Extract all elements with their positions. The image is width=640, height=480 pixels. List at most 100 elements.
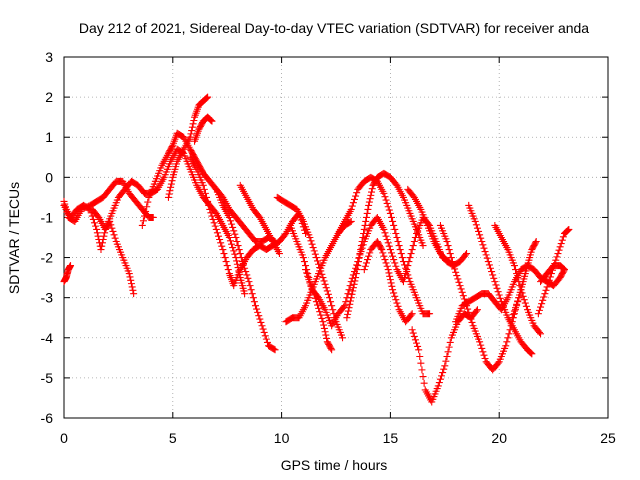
plus-marker xyxy=(477,234,485,242)
plus-marker xyxy=(299,254,307,262)
x-tick-label: 15 xyxy=(383,430,399,446)
plus-marker xyxy=(481,248,489,256)
plus-marker xyxy=(472,307,480,315)
plus-marker xyxy=(391,292,399,300)
plus-marker xyxy=(559,233,567,241)
plus-marker xyxy=(344,310,352,318)
plus-marker xyxy=(271,346,279,354)
plus-marker xyxy=(93,229,101,237)
plus-marker xyxy=(410,238,418,246)
plus-marker xyxy=(167,183,175,191)
plus-marker xyxy=(218,242,226,250)
plus-marker xyxy=(316,308,324,316)
plus-marker xyxy=(217,239,225,247)
plus-marker xyxy=(535,306,543,314)
plus-marker xyxy=(231,230,239,238)
plus-marker xyxy=(445,343,453,351)
plus-marker xyxy=(390,221,398,229)
plus-marker xyxy=(249,294,257,302)
plus-marker xyxy=(541,290,549,298)
plus-marker xyxy=(504,334,512,342)
plus-marker xyxy=(127,280,135,288)
plus-marker xyxy=(228,220,236,228)
plus-marker xyxy=(339,334,347,342)
plus-marker xyxy=(526,348,534,356)
plus-marker xyxy=(564,226,572,234)
plus-marker xyxy=(544,280,552,288)
plus-marker xyxy=(476,231,484,239)
plus-marker xyxy=(126,273,134,281)
plus-marker xyxy=(411,336,419,344)
x-tick-label: 25 xyxy=(600,430,616,446)
plus-marker xyxy=(229,223,237,231)
plus-marker xyxy=(386,272,394,280)
plus-marker xyxy=(320,324,328,332)
plus-marker xyxy=(383,262,391,270)
plus-marker xyxy=(488,268,496,276)
plus-marker xyxy=(443,352,451,360)
plus-marker xyxy=(510,262,518,270)
series-arc-23 xyxy=(491,221,545,338)
plus-marker xyxy=(405,274,413,282)
plus-marker xyxy=(208,117,216,125)
x-tick-label: 20 xyxy=(491,430,507,446)
plus-marker xyxy=(300,258,308,266)
plus-marker xyxy=(127,276,135,284)
series-arc-04 xyxy=(88,145,249,298)
plus-marker xyxy=(527,349,535,357)
series-arc-20 xyxy=(436,221,523,374)
plus-marker xyxy=(345,286,353,294)
plus-marker xyxy=(473,306,481,314)
plus-marker xyxy=(480,244,488,252)
plus-marker xyxy=(224,266,232,274)
plus-marker xyxy=(397,250,405,258)
plus-marker xyxy=(465,308,473,316)
plus-marker xyxy=(245,278,253,286)
plus-marker xyxy=(447,254,455,262)
plus-marker xyxy=(327,298,335,306)
y-tick-label: 2 xyxy=(45,89,53,105)
plus-marker xyxy=(415,346,423,354)
plus-marker xyxy=(322,331,330,339)
plus-marker xyxy=(165,190,173,198)
plus-marker xyxy=(306,279,314,287)
series-arc-25 xyxy=(534,225,573,318)
plus-marker xyxy=(199,181,207,189)
plus-marker xyxy=(312,254,320,262)
plus-marker xyxy=(439,369,447,377)
series-arc-26 xyxy=(537,262,568,286)
plus-marker xyxy=(211,222,219,230)
plus-marker xyxy=(538,300,546,308)
plus-marker xyxy=(446,338,454,346)
plus-marker xyxy=(364,205,372,213)
plus-marker xyxy=(168,143,176,151)
plus-marker xyxy=(521,299,529,307)
plus-marker xyxy=(80,204,88,212)
plus-marker xyxy=(343,314,351,322)
plus-marker xyxy=(342,298,350,306)
plus-marker xyxy=(434,382,442,390)
plus-marker xyxy=(417,359,425,367)
plus-marker xyxy=(406,254,414,262)
plus-marker xyxy=(385,206,393,214)
plus-marker xyxy=(348,290,356,298)
plus-marker xyxy=(347,294,355,302)
series-arc-06 xyxy=(164,93,212,201)
plus-marker xyxy=(387,279,395,287)
plus-marker xyxy=(259,325,267,333)
plus-marker xyxy=(444,348,452,356)
plus-marker xyxy=(307,237,315,245)
plus-marker xyxy=(546,273,554,281)
plus-marker xyxy=(444,242,452,250)
plus-marker xyxy=(379,249,387,257)
plus-marker xyxy=(262,335,270,343)
plus-marker xyxy=(409,329,417,337)
plus-marker xyxy=(364,256,372,264)
plus-marker xyxy=(111,234,119,242)
plus-marker xyxy=(362,213,370,221)
series-arc-22 xyxy=(465,201,536,358)
plus-marker xyxy=(381,193,389,201)
plus-marker xyxy=(528,350,536,358)
plus-marker xyxy=(203,193,211,201)
plus-marker xyxy=(347,205,355,213)
